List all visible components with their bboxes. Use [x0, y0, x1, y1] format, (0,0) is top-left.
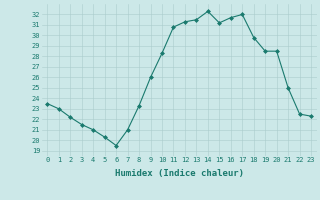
X-axis label: Humidex (Indice chaleur): Humidex (Indice chaleur) [115, 169, 244, 178]
